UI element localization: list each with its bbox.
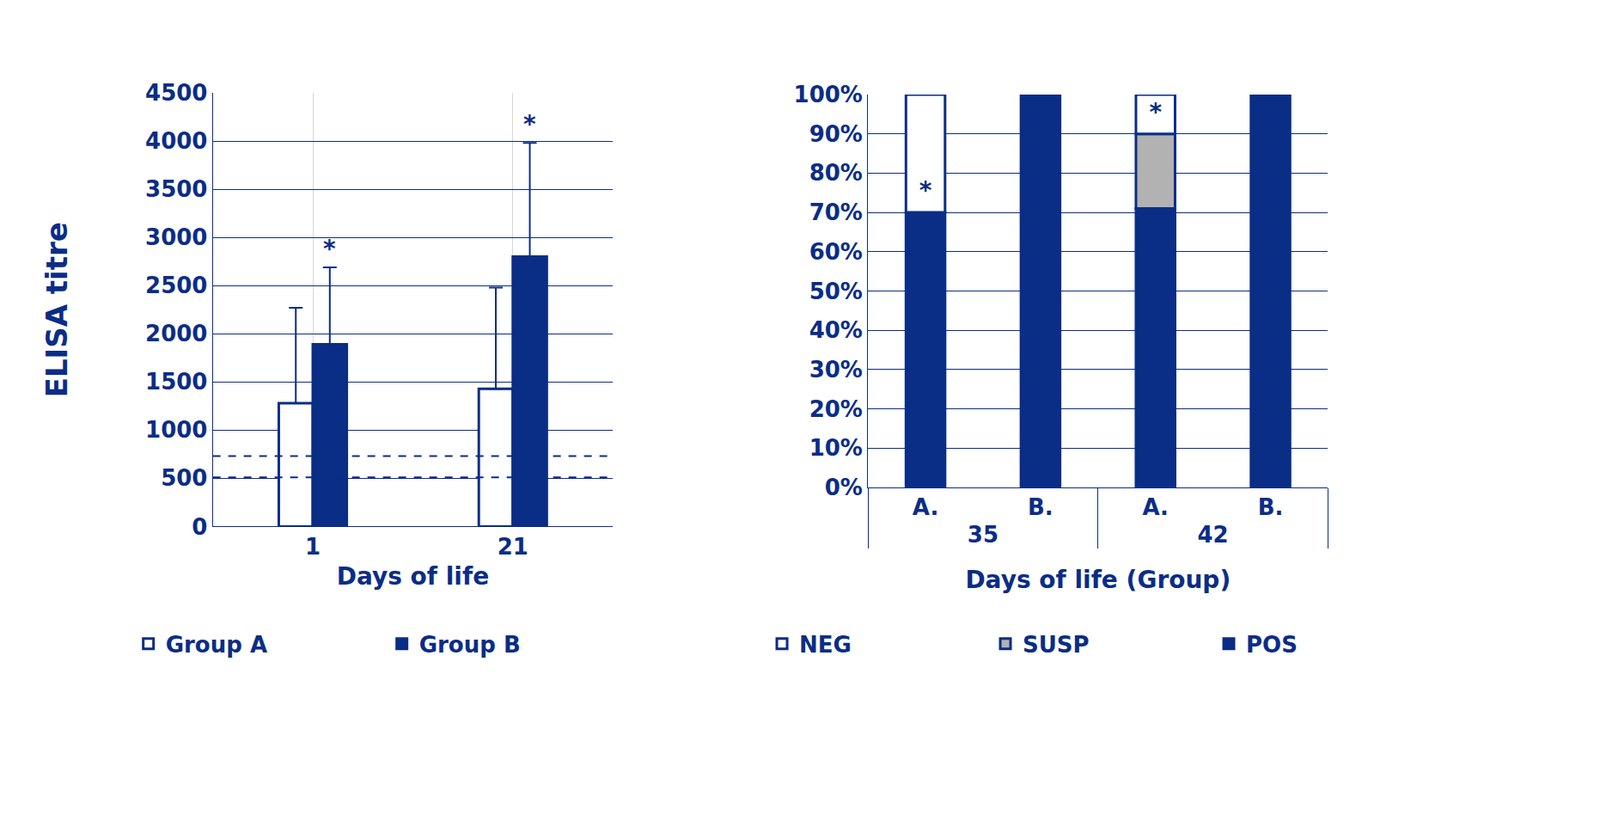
svg-text:1500: 1500 xyxy=(145,368,208,395)
svg-text:1000: 1000 xyxy=(145,416,208,443)
svg-text:A.: A. xyxy=(1141,494,1168,520)
svg-text:POS: POS xyxy=(1245,631,1298,658)
svg-text:40%: 40% xyxy=(809,317,863,343)
svg-text:SUSP: SUSP xyxy=(1022,631,1090,658)
svg-text:42: 42 xyxy=(1197,521,1229,548)
svg-text:500: 500 xyxy=(160,464,208,491)
svg-text:3000: 3000 xyxy=(145,224,208,251)
svg-text:*: * xyxy=(919,176,933,205)
svg-text:90%: 90% xyxy=(809,121,863,147)
svg-text:1: 1 xyxy=(305,533,321,560)
svg-text:*: * xyxy=(523,109,537,139)
svg-text:Group A: Group A xyxy=(165,631,268,658)
svg-text:50%: 50% xyxy=(809,278,863,305)
svg-text:*: * xyxy=(323,234,336,263)
svg-text:0%: 0% xyxy=(824,474,863,501)
svg-text:10%: 10% xyxy=(809,434,863,461)
svg-text:Days of life: Days of life xyxy=(336,561,489,591)
svg-text:NEG: NEG xyxy=(799,631,852,658)
svg-text:100%: 100% xyxy=(793,81,863,108)
svg-text:0: 0 xyxy=(191,513,208,540)
svg-text:20%: 20% xyxy=(809,396,863,422)
svg-text:2000: 2000 xyxy=(145,320,208,347)
svg-text:60%: 60% xyxy=(809,238,863,265)
svg-text:70%: 70% xyxy=(809,199,863,226)
svg-text:*: * xyxy=(1148,97,1162,127)
svg-text:21: 21 xyxy=(497,533,529,560)
svg-text:B.: B. xyxy=(1258,494,1284,520)
svg-text:4000: 4000 xyxy=(145,128,208,154)
svg-text:Group B: Group B xyxy=(419,631,521,658)
svg-text:80%: 80% xyxy=(809,159,863,186)
svg-text:4500: 4500 xyxy=(145,79,208,106)
svg-text:2500: 2500 xyxy=(145,272,208,299)
svg-text:3500: 3500 xyxy=(145,176,208,202)
svg-text:A.: A. xyxy=(912,494,939,520)
svg-text:Days of life (Group): Days of life (Group) xyxy=(964,565,1231,594)
svg-text:35: 35 xyxy=(967,521,999,548)
svg-text:ELISA titre: ELISA titre xyxy=(39,221,74,397)
svg-text:30%: 30% xyxy=(809,356,863,383)
svg-text:B.: B. xyxy=(1027,494,1054,520)
